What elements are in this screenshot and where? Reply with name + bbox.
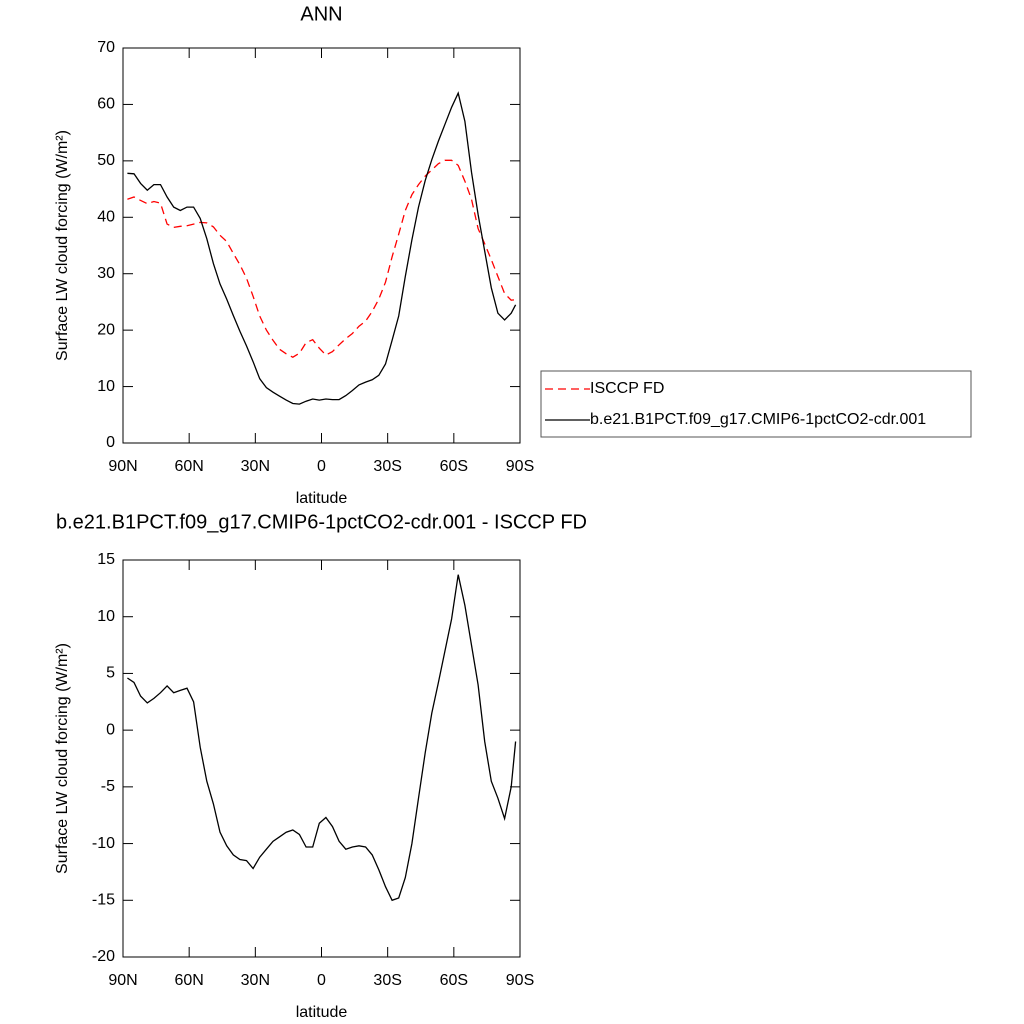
y-tick-label: 20 (97, 321, 115, 338)
x-tick-label: 60N (174, 972, 203, 989)
x-tick-label: 60S (440, 458, 468, 475)
legend-box (540, 370, 972, 438)
y-tick-label: 5 (106, 665, 115, 682)
data-line (127, 159, 516, 358)
x-tick-label: 60S (440, 972, 468, 989)
x-tick-label: 0 (317, 458, 326, 475)
x-axis-label: latitude (296, 490, 348, 507)
x-tick-label: 30S (373, 972, 401, 989)
y-tick-label: 70 (97, 39, 115, 56)
plot-frame (122, 559, 521, 958)
plot-frame (122, 47, 521, 444)
y-tick-label: 60 (97, 96, 115, 113)
y-tick-label: 40 (97, 209, 115, 226)
y-tick-label: 0 (106, 721, 115, 738)
y-tick-label: 10 (97, 608, 115, 625)
y-tick-label: -15 (92, 892, 115, 909)
legend-label: b.e21.B1PCT.f09_g17.CMIP6-1pctCO2-cdr.00… (590, 411, 926, 428)
x-tick-label: 90N (108, 972, 137, 989)
x-tick-label: 90N (108, 458, 137, 475)
x-tick-label: 90S (506, 458, 534, 475)
y-tick-label: -5 (101, 778, 115, 795)
y-tick-label: -20 (92, 948, 115, 965)
y-tick-label: -10 (92, 835, 115, 852)
y-tick-label: 30 (97, 265, 115, 282)
chart-title: ANN (300, 3, 342, 25)
x-tick-label: 30S (373, 458, 401, 475)
x-tick-label: 60N (174, 458, 203, 475)
data-line (127, 574, 517, 902)
x-axis-label: latitude (296, 1004, 348, 1021)
y-axis-label: Surface LW cloud forcing (W/m²) (54, 643, 71, 874)
y-tick-label: 10 (97, 378, 115, 395)
y-tick-label: 15 (97, 551, 115, 568)
y-axis-label: Surface LW cloud forcing (W/m²) (54, 130, 71, 361)
x-tick-label: 90S (506, 972, 534, 989)
data-line (127, 91, 517, 405)
x-tick-label: 30N (241, 458, 270, 475)
y-tick-label: 50 (97, 152, 115, 169)
chart-title: b.e21.B1PCT.f09_g17.CMIP6-1pctCO2-cdr.00… (56, 511, 587, 533)
x-tick-label: 30N (241, 972, 270, 989)
y-tick-label: 0 (106, 434, 115, 451)
x-tick-label: 0 (317, 972, 326, 989)
legend-label: ISCCP FD (590, 380, 664, 397)
